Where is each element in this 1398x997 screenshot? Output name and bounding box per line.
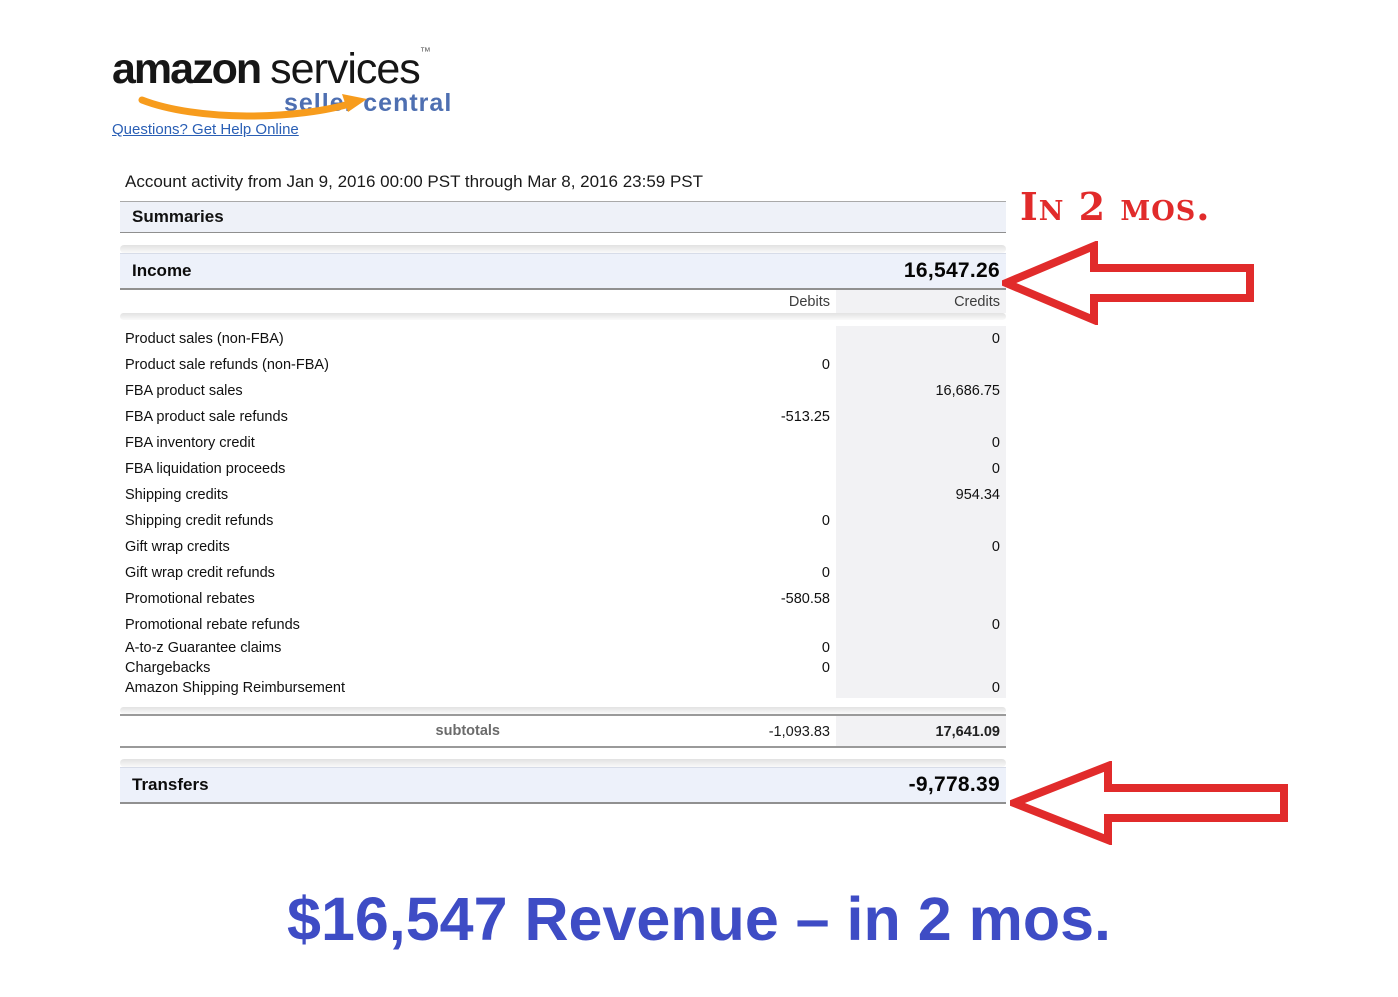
row-credits-value: 0 bbox=[836, 534, 1006, 560]
transfers-arrow-icon bbox=[1010, 761, 1288, 845]
row-label: Product sales (non-FBA) bbox=[125, 331, 284, 347]
row-debits-value: 0 bbox=[821, 565, 830, 581]
transfers-label: Transfers bbox=[132, 775, 209, 794]
trademark-symbol: ™ bbox=[419, 46, 431, 58]
row-label: Shipping credits bbox=[125, 487, 229, 503]
transfers-section-bar: Transfers -9,778.39 bbox=[120, 767, 1006, 804]
table-row: Chargebacks 0 bbox=[120, 658, 1006, 678]
row-debits-value: 0 bbox=[821, 640, 830, 656]
amazon-services-logo: amazon services™ seller central Questions… bbox=[112, 45, 532, 139]
row-credits-value: 16,686.75 bbox=[836, 378, 1006, 404]
table-row: FBA liquidation proceeds 0 bbox=[120, 456, 1006, 482]
row-credits-value bbox=[836, 404, 1006, 430]
subtotals-credits-value: 17,641.09 bbox=[836, 716, 1006, 746]
row-debits-value bbox=[666, 326, 836, 352]
row-debits-value: 0 bbox=[821, 660, 830, 676]
statement-period: Account activity from Jan 9, 2016 00:00 … bbox=[125, 172, 704, 191]
row-label: FBA product sale refunds bbox=[125, 409, 288, 425]
row-label: Chargebacks bbox=[125, 660, 211, 676]
row-credits-value bbox=[836, 638, 1006, 658]
row-credits-value bbox=[836, 586, 1006, 612]
income-label: Income bbox=[132, 261, 192, 280]
row-label: Amazon Shipping Reimbursement bbox=[125, 680, 346, 696]
account-activity-statement: Account activity from Jan 9, 2016 00:00 … bbox=[120, 172, 1006, 804]
row-debits-value bbox=[666, 534, 836, 560]
transfers-divider bbox=[120, 759, 1006, 767]
subtotal-divider bbox=[120, 707, 1006, 714]
row-label: A-to-z Guarantee claims bbox=[125, 640, 282, 656]
table-row: Gift wrap credit refunds 0 bbox=[120, 560, 1006, 586]
header-divider bbox=[120, 313, 1006, 320]
row-credits-value: 954.34 bbox=[836, 482, 1006, 508]
table-row: FBA inventory credit 0 bbox=[120, 430, 1006, 456]
table-row: FBA product sales 16,686.75 bbox=[120, 378, 1006, 404]
row-debits-value bbox=[666, 612, 836, 638]
table-row: A-to-z Guarantee claims 0 bbox=[120, 638, 1006, 658]
row-debits-value: -513.25 bbox=[780, 409, 830, 425]
row-credits-value bbox=[836, 658, 1006, 678]
row-debits-value bbox=[666, 482, 836, 508]
amazon-smile-icon bbox=[138, 94, 367, 120]
row-label: Gift wrap credit refunds bbox=[125, 565, 275, 581]
row-credits-value: 0 bbox=[836, 612, 1006, 638]
subtotals-debits-value: -1,093.83 bbox=[768, 723, 830, 740]
summaries-label: Summaries bbox=[132, 207, 224, 226]
subtotal-gap bbox=[120, 698, 1006, 707]
table-row: Shipping credits 954.34 bbox=[120, 482, 1006, 508]
debits-column-header: Debits bbox=[788, 294, 830, 310]
transfers-total-value: -9,778.39 bbox=[908, 773, 1000, 796]
row-credits-value: 0 bbox=[836, 456, 1006, 482]
subtotals-row: subtotals -1,093.83 17,641.09 bbox=[120, 714, 1006, 748]
row-credits-value bbox=[836, 560, 1006, 586]
table-row: Gift wrap credits 0 bbox=[120, 534, 1006, 560]
column-header-row: Debits Credits bbox=[120, 290, 1006, 313]
row-label: FBA product sales bbox=[125, 383, 243, 399]
table-row: FBA product sale refunds -513.25 bbox=[120, 404, 1006, 430]
income-total-value: 16,547.26 bbox=[903, 259, 1000, 282]
row-debits-value: 0 bbox=[821, 513, 830, 529]
logo-suffix-text: services bbox=[270, 45, 421, 93]
column-header-spacer bbox=[120, 290, 666, 313]
summaries-header: Summaries bbox=[120, 201, 1006, 233]
row-label: Product sale refunds (non-FBA) bbox=[125, 357, 329, 373]
get-help-link[interactable]: Questions? Get Help Online bbox=[112, 121, 299, 139]
row-debits-value bbox=[666, 678, 836, 698]
row-debits-value bbox=[666, 378, 836, 404]
row-credits-value bbox=[836, 508, 1006, 534]
row-label: Promotional rebates bbox=[125, 591, 255, 607]
table-row: Promotional rebate refunds 0 bbox=[120, 612, 1006, 638]
row-label: Promotional rebate refunds bbox=[125, 617, 300, 633]
table-row: Promotional rebates -580.58 bbox=[120, 586, 1006, 612]
table-row: Amazon Shipping Reimbursement 0 bbox=[120, 678, 1006, 698]
row-credits-value: 0 bbox=[836, 430, 1006, 456]
revenue-headline: $16,547 Revenue – in 2 mos. bbox=[287, 885, 1111, 953]
table-row: Shipping credit refunds 0 bbox=[120, 508, 1006, 534]
row-debits-value bbox=[666, 430, 836, 456]
row-debits-value: -580.58 bbox=[780, 591, 830, 607]
row-label: FBA liquidation proceeds bbox=[125, 461, 286, 477]
row-label: Gift wrap credits bbox=[125, 539, 230, 555]
row-credits-value bbox=[836, 352, 1006, 378]
row-credits-value: 0 bbox=[836, 326, 1006, 352]
section-divider bbox=[120, 245, 1006, 253]
transfers-section: Transfers -9,778.39 bbox=[120, 759, 1006, 804]
row-label: FBA inventory credit bbox=[125, 435, 255, 451]
logo-wordmark: amazon services™ bbox=[112, 45, 532, 120]
income-rows: Product sales (non-FBA) 0 Product sale r… bbox=[120, 326, 1006, 698]
table-row: Product sales (non-FBA) 0 bbox=[120, 326, 1006, 352]
subtotals-label: subtotals bbox=[435, 723, 500, 739]
income-section-bar: Income 16,547.26 bbox=[120, 253, 1006, 290]
table-row: Product sale refunds (non-FBA) 0 bbox=[120, 352, 1006, 378]
credits-column-header: Credits bbox=[836, 290, 1006, 313]
in-2-mos-annotation: In 2 mos. bbox=[1020, 184, 1211, 229]
logo-brand-text: amazon bbox=[112, 45, 262, 93]
row-credits-value: 0 bbox=[836, 678, 1006, 698]
row-debits-value bbox=[666, 456, 836, 482]
income-arrow-icon bbox=[1002, 241, 1254, 325]
row-label: Shipping credit refunds bbox=[125, 513, 274, 529]
row-debits-value: 0 bbox=[821, 357, 830, 373]
